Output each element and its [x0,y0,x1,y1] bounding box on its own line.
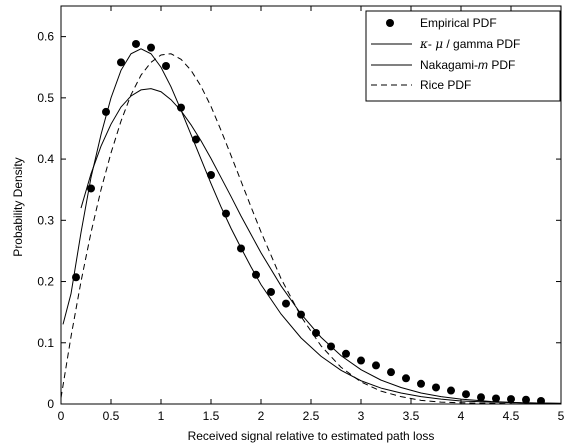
x-tick-label: 3 [358,409,365,423]
data-point [492,394,500,403]
legend-kappa-symbol: κ [419,37,428,51]
data-point [387,368,395,377]
legend-label-kappa-mu: κ- μ / gamma PDF [419,37,520,51]
series-line-nakagami-m-pdf [80,88,561,404]
data-point [462,390,470,399]
y-tick-label: 0.6 [37,30,54,44]
legend-nakagami-prefix: Nakagami- [420,58,478,72]
data-point [417,379,425,388]
data-point [537,396,545,404]
data-point [432,383,440,392]
data-point [372,361,380,370]
series-line-gamma-pdf [62,48,561,404]
data-point [402,374,410,383]
legend: Empirical PDF κ- μ / gamma PDF Nakagami-… [365,10,561,102]
x-tick-label: 1 [158,409,165,423]
data-point [267,287,275,296]
data-point [342,349,350,358]
data-point [447,386,455,395]
legend-mu-symbol: μ [435,37,443,51]
x-tick-label: 0 [58,409,65,423]
data-point [477,393,485,402]
data-point [222,209,230,218]
data-point [162,62,170,71]
x-axis-label: Received signal relative to estimated pa… [188,429,435,443]
y-tick-label: 0.4 [37,152,54,166]
x-tick-label: 4.5 [503,409,520,423]
y-tick-label: 0.2 [37,275,54,289]
data-point [207,171,215,179]
y-axis-label: Probability Density [11,157,25,256]
series-line-rice-pdf [61,53,561,404]
data-point [147,43,155,52]
data-point [522,395,530,404]
x-tick-label: 0.5 [103,409,120,423]
data-point [282,299,290,308]
x-tick-label: 2.5 [303,409,320,423]
legend-nakagami-m: m [478,58,488,72]
legend-marker-empirical [386,19,394,27]
legend-box [365,10,561,102]
data-point [117,58,125,67]
legend-label-rice: Rice PDF [420,78,471,92]
x-tick-label: 2 [258,409,265,423]
y-tick-label: 0.1 [37,336,54,350]
plot-area [61,39,561,404]
legend-gamma-text: / gamma PDF [443,37,520,51]
legend-label-nakagami: Nakagami-m PDF [420,58,515,72]
x-tick-label: 1.5 [203,409,220,423]
legend-label-empirical: Empirical PDF [420,16,497,30]
x-tick-label: 4 [458,409,465,423]
y-tick-label: 0.5 [37,91,54,105]
data-point [357,356,365,365]
legend-kappa-dash: - [428,37,435,51]
legend-nakagami-suffix: PDF [488,58,515,72]
x-tick-label: 3.5 [403,409,420,423]
y-tick-label: 0 [47,397,54,411]
ticks: 0 0.5 1 1.5 2 2.5 3 3.5 4 4.5 5 0 0.1 0.2 0.3 0.4 0.5 0.6 [37,6,565,423]
y-tick-label: 0.3 [37,213,54,227]
x-tick-label: 5 [558,409,565,423]
data-point [312,328,320,337]
data-point [132,39,140,48]
